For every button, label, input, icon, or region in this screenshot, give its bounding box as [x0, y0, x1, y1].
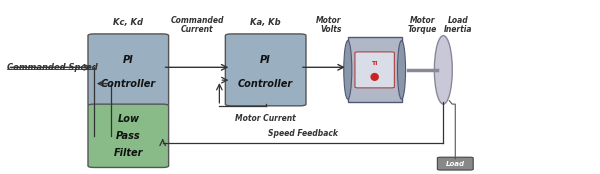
Text: Motor: Motor	[316, 16, 342, 25]
FancyBboxPatch shape	[355, 52, 394, 88]
Text: Ka, Kb: Ka, Kb	[250, 18, 281, 27]
Ellipse shape	[344, 41, 352, 99]
Text: Inertia: Inertia	[444, 25, 473, 34]
Text: Controller: Controller	[238, 79, 293, 89]
Text: Torque: Torque	[408, 25, 437, 34]
Text: Controller: Controller	[101, 79, 156, 89]
Text: Motor Current: Motor Current	[235, 114, 296, 123]
Text: Kc, Kd: Kc, Kd	[113, 18, 143, 27]
Bar	[348, 37, 401, 102]
Text: Commanded: Commanded	[170, 16, 224, 25]
Text: Low: Low	[117, 114, 139, 124]
Ellipse shape	[397, 41, 406, 99]
Text: ⬤: ⬤	[370, 72, 379, 81]
Ellipse shape	[434, 36, 452, 104]
Text: TI: TI	[371, 61, 378, 66]
Text: Speed Feedback: Speed Feedback	[268, 129, 338, 137]
Text: Pass: Pass	[116, 131, 140, 141]
FancyBboxPatch shape	[437, 157, 473, 170]
Text: Volts: Volts	[320, 25, 342, 34]
Text: Current: Current	[181, 25, 213, 34]
Text: Motor: Motor	[410, 16, 435, 25]
FancyBboxPatch shape	[226, 34, 306, 106]
Text: Commanded Speed: Commanded Speed	[7, 63, 98, 72]
Text: PI: PI	[260, 55, 271, 65]
Text: Filter: Filter	[113, 148, 143, 158]
FancyBboxPatch shape	[88, 104, 169, 167]
Text: PI: PI	[123, 55, 134, 65]
Text: Load: Load	[446, 161, 465, 167]
Text: Load: Load	[448, 16, 469, 25]
FancyBboxPatch shape	[88, 34, 169, 106]
